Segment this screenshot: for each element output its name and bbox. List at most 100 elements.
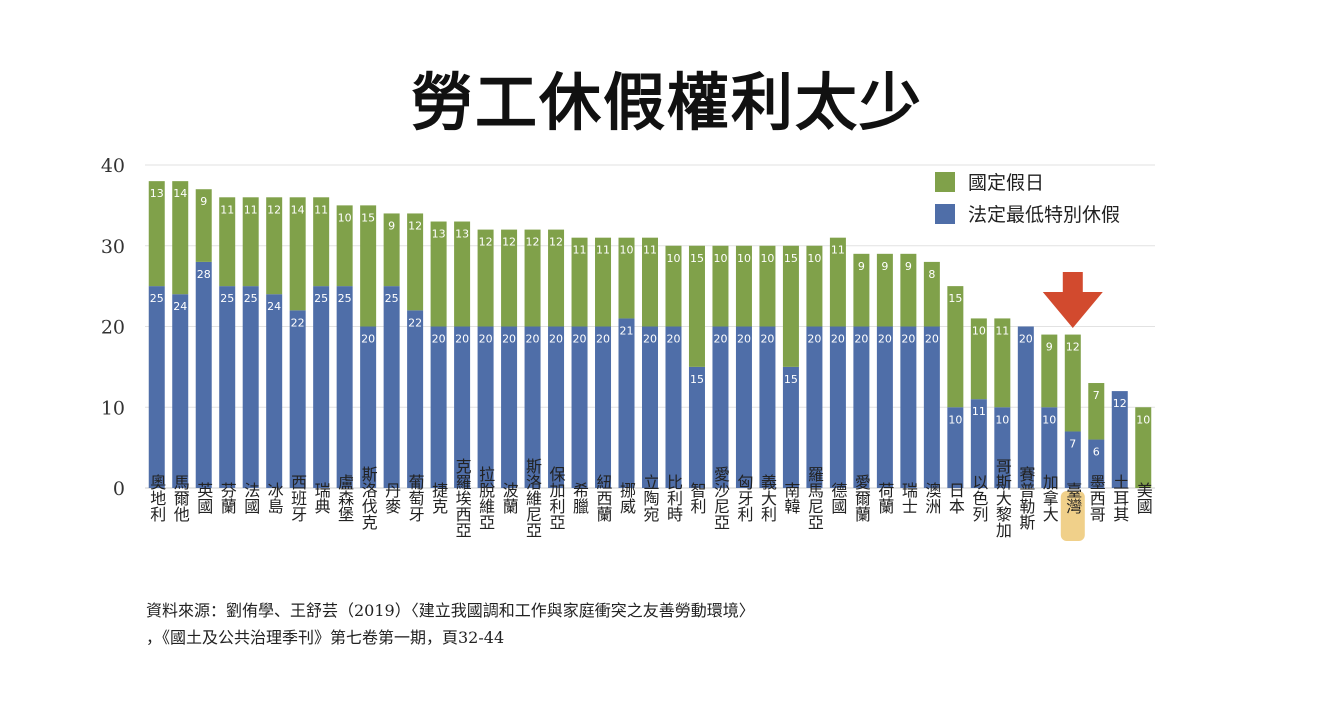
bar-segment-top bbox=[172, 181, 189, 295]
bar-segment-top bbox=[336, 205, 353, 287]
bar-segment-bottom bbox=[477, 326, 494, 488]
data-label-bottom: 22 bbox=[408, 316, 422, 329]
bar-segment-bottom bbox=[970, 399, 987, 488]
data-label-bottom: 22 bbox=[291, 316, 305, 329]
y-tick-label: 30 bbox=[101, 236, 125, 258]
x-tick-label: 克羅埃西亞 bbox=[453, 458, 472, 538]
x-tick-label: 奧地利 bbox=[147, 474, 166, 522]
data-label-top: 9 bbox=[881, 260, 888, 273]
x-tick-label: 南韓 bbox=[781, 482, 800, 514]
bar-segment-top bbox=[407, 213, 424, 311]
data-label-top: 10 bbox=[713, 252, 727, 265]
x-tick-label: 日本 bbox=[946, 482, 965, 514]
data-label-bottom: 25 bbox=[150, 292, 164, 305]
data-label-top: 14 bbox=[291, 203, 305, 216]
bar-segment-bottom bbox=[313, 286, 330, 488]
y-tick-label: 10 bbox=[101, 397, 125, 419]
data-label-bottom: 20 bbox=[479, 333, 493, 346]
bar-segment-bottom bbox=[430, 326, 447, 488]
data-label-top: 11 bbox=[995, 324, 1009, 337]
x-tick-label: 盧森堡 bbox=[335, 474, 354, 522]
bar-segment-bottom bbox=[571, 326, 588, 488]
data-label-bottom: 10 bbox=[1042, 413, 1056, 426]
bar-segment-top bbox=[289, 197, 306, 311]
x-tick-label: 義大利 bbox=[758, 474, 777, 522]
x-tick-label: 哥斯大黎加 bbox=[993, 458, 1012, 538]
data-label-bottom: 20 bbox=[760, 333, 774, 346]
bar-segment-top bbox=[524, 229, 541, 327]
x-axis-labels: 奧地利 馬爾他 英國 芬蘭 法國 冰島 西班牙 瑞典 盧森堡 斯洛伐克 丹麥 葡萄牙 捷克 克羅埃西亞 拉脫… bbox=[147, 458, 1153, 538]
bar-segment-top bbox=[148, 181, 165, 287]
data-label-bottom: 25 bbox=[220, 292, 234, 305]
data-label-top: 12 bbox=[549, 236, 563, 249]
data-label-bottom: 7 bbox=[1069, 437, 1076, 450]
data-label-bottom: 15 bbox=[690, 373, 704, 386]
data-label-top: 9 bbox=[1046, 341, 1053, 354]
x-tick-label: 臺灣 bbox=[1063, 482, 1082, 514]
bar-segment-top bbox=[195, 189, 212, 262]
data-label-bottom: 20 bbox=[807, 333, 821, 346]
bar-segment-top bbox=[571, 237, 588, 327]
bar-segment-bottom bbox=[1041, 407, 1058, 488]
bar-segment-bottom bbox=[829, 326, 846, 488]
data-label-bottom: 20 bbox=[831, 333, 845, 346]
bar-segment-top bbox=[1088, 383, 1105, 440]
x-tick-label: 葡萄牙 bbox=[406, 474, 425, 523]
data-label-top: 13 bbox=[432, 228, 446, 241]
data-label-top: 11 bbox=[314, 203, 328, 216]
x-tick-label: 土耳其 bbox=[1110, 474, 1129, 522]
data-label-top: 11 bbox=[573, 244, 587, 257]
x-tick-label: 英國 bbox=[194, 482, 213, 514]
data-label-top: 12 bbox=[267, 203, 281, 216]
source-line-1: 資料來源：劉侑學、王舒芸（2019）〈建立我國調和工作與家庭衝突之友善勞動環境〉 bbox=[146, 601, 755, 620]
bar-segment-bottom bbox=[501, 326, 518, 488]
bar-segment-top bbox=[806, 245, 823, 327]
data-label-top: 13 bbox=[455, 228, 469, 241]
data-label-top: 11 bbox=[220, 203, 234, 216]
x-tick-label: 賽普勒斯 bbox=[1016, 465, 1035, 531]
x-tick-label: 挪威 bbox=[617, 482, 636, 515]
bar-segment-bottom bbox=[1088, 439, 1105, 488]
bar-segment-top bbox=[548, 229, 565, 327]
data-label-bottom: 20 bbox=[901, 333, 915, 346]
bar-segment-bottom bbox=[642, 326, 658, 488]
data-label-top: 7 bbox=[1093, 389, 1100, 402]
y-tick-label: 0 bbox=[113, 478, 125, 500]
x-tick-label: 加拿大 bbox=[1040, 474, 1059, 522]
bar-segment-top bbox=[947, 286, 964, 408]
bar-segment-top bbox=[923, 261, 940, 327]
bar-segment-bottom bbox=[524, 326, 541, 488]
bar-segment-bottom bbox=[219, 286, 236, 488]
data-label-bottom: 25 bbox=[385, 292, 399, 305]
data-label-top: 10 bbox=[807, 252, 821, 265]
bar-segment-top bbox=[454, 221, 471, 327]
data-label-top: 8 bbox=[928, 268, 935, 281]
bar-segment-bottom bbox=[383, 286, 400, 488]
bar-segment-bottom bbox=[336, 286, 353, 488]
bar-segment-top bbox=[477, 229, 494, 327]
x-tick-label: 丹麥 bbox=[382, 482, 401, 514]
bar-segment-top bbox=[642, 237, 658, 327]
bar-segment-bottom bbox=[172, 294, 189, 488]
data-label-bottom: 20 bbox=[713, 333, 727, 346]
bar-segment-bottom bbox=[900, 326, 917, 488]
x-tick-label: 馬爾他 bbox=[171, 474, 190, 523]
bar-segment-bottom bbox=[195, 261, 212, 488]
x-tick-label: 墨西哥 bbox=[1087, 474, 1106, 522]
bar-segment-top bbox=[782, 245, 799, 367]
legend-swatch bbox=[935, 172, 955, 192]
data-label-top: 14 bbox=[173, 187, 187, 200]
bar-segment-top bbox=[688, 245, 705, 367]
data-label-top: 12 bbox=[502, 236, 516, 249]
bar-segment-top bbox=[595, 237, 612, 327]
bar-segment-bottom bbox=[1111, 391, 1128, 488]
data-label-bottom: 24 bbox=[173, 300, 187, 313]
data-label-top: 10 bbox=[666, 252, 680, 265]
bar-segment-bottom bbox=[759, 326, 776, 488]
bar-segment-top bbox=[1135, 407, 1152, 488]
bar-segment-top bbox=[876, 253, 893, 327]
data-label-bottom: 24 bbox=[267, 300, 281, 313]
x-tick-label: 捷克 bbox=[429, 482, 448, 515]
bar-segment-bottom bbox=[148, 286, 165, 488]
bar-segment-bottom bbox=[923, 326, 940, 488]
